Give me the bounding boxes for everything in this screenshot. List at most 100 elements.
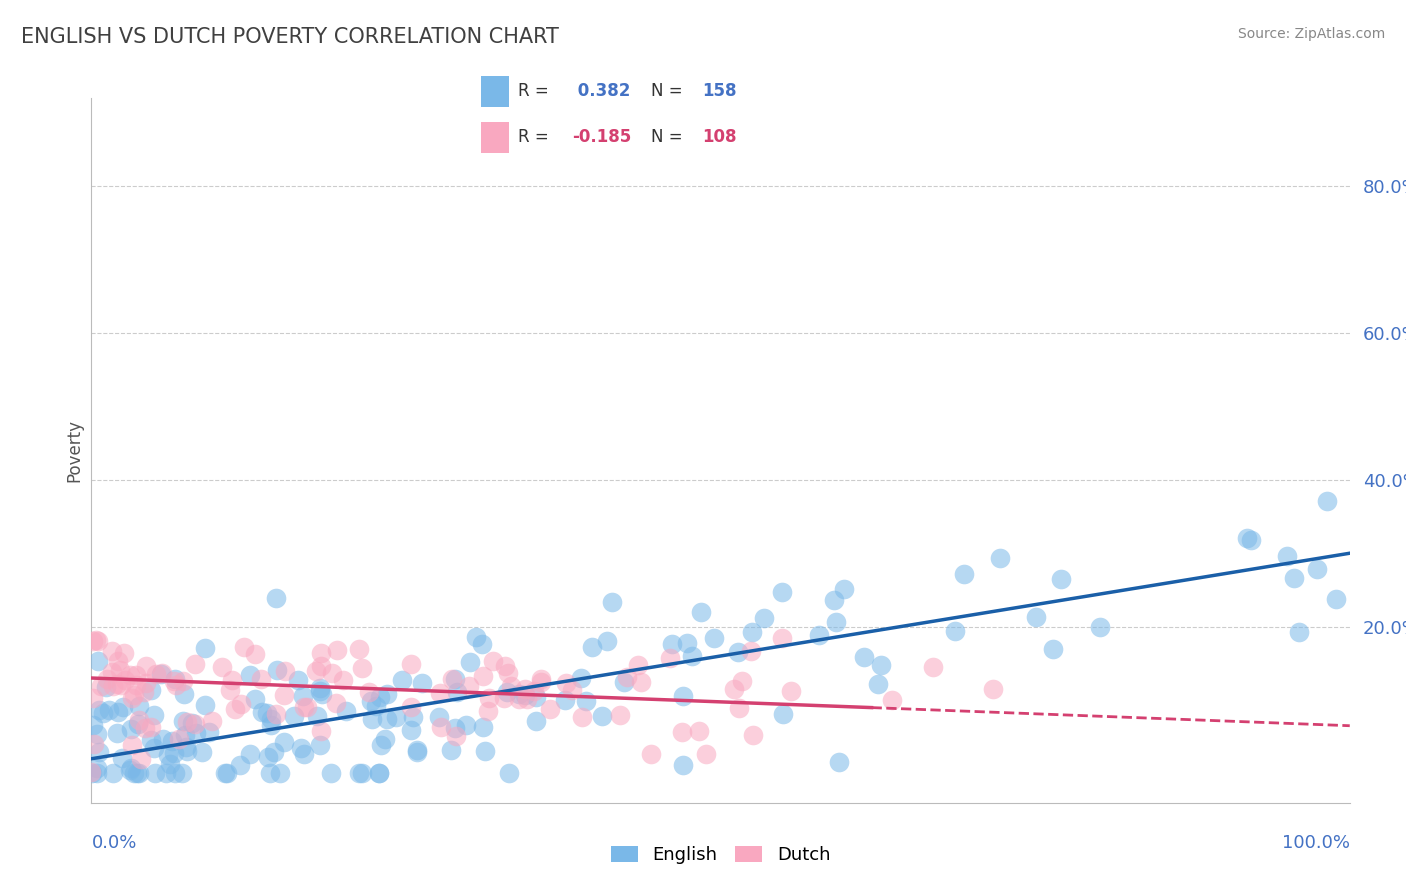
Point [112, 646, 135, 660]
Point [311, 687, 333, 701]
Point [731, 673, 754, 688]
Point [561, 683, 583, 698]
Point [128, 713, 150, 727]
Point [134, 722, 156, 736]
Point [1284, 571, 1306, 585]
Point [499, 679, 522, 693]
Point [83, 737, 105, 751]
Text: N =: N = [651, 82, 688, 100]
Point [80, 765, 103, 780]
Point [82, 718, 104, 732]
Point [155, 766, 177, 780]
Point [132, 685, 155, 699]
Point [105, 676, 128, 690]
Point [233, 640, 256, 654]
Point [142, 740, 165, 755]
Point [292, 747, 315, 761]
Point [825, 615, 848, 629]
Point [86, 727, 108, 741]
Point [118, 763, 141, 777]
Point [325, 643, 347, 657]
Point [96, 672, 118, 686]
Point [245, 647, 267, 661]
Text: R =: R = [519, 82, 554, 100]
Point [264, 706, 287, 721]
Point [263, 745, 285, 759]
Point [524, 690, 547, 705]
Point [124, 689, 146, 703]
Point [359, 685, 381, 699]
Point [600, 595, 623, 609]
Point [695, 747, 717, 762]
Point [613, 675, 636, 690]
Point [211, 659, 233, 673]
Point [194, 641, 217, 656]
Point [291, 689, 314, 703]
Point [1088, 620, 1111, 634]
Point [401, 700, 423, 714]
Point [135, 676, 157, 690]
Point [87, 633, 110, 648]
Text: Source: ZipAtlas.com: Source: ZipAtlas.com [1237, 27, 1385, 41]
Point [370, 739, 392, 753]
Point [477, 704, 499, 718]
Point [308, 684, 330, 698]
Point [273, 688, 295, 702]
Point [214, 766, 236, 780]
Point [1316, 494, 1339, 508]
Point [596, 633, 619, 648]
Point [295, 700, 318, 714]
Point [471, 637, 494, 651]
Point [496, 665, 519, 680]
Point [703, 631, 725, 645]
Point [443, 672, 465, 686]
Point [120, 668, 142, 682]
Point [176, 715, 198, 730]
Point [165, 672, 187, 686]
Point [141, 683, 163, 698]
Point [640, 747, 662, 761]
Point [101, 679, 124, 693]
Point [183, 717, 205, 731]
Point [515, 682, 537, 697]
Point [256, 750, 278, 764]
Point [1324, 592, 1347, 607]
Text: 0.382: 0.382 [572, 82, 631, 100]
Point [770, 584, 793, 599]
Text: R =: R = [519, 128, 554, 145]
Point [474, 744, 496, 758]
Point [523, 683, 546, 698]
Point [530, 673, 553, 687]
Point [89, 745, 111, 759]
Point [266, 663, 288, 677]
Point [581, 640, 603, 654]
Point [201, 714, 224, 729]
Point [727, 645, 749, 659]
Point [508, 688, 530, 702]
Point [183, 657, 205, 671]
Point [538, 702, 561, 716]
Point [143, 707, 166, 722]
Point [367, 766, 389, 780]
Point [309, 659, 332, 673]
Point [853, 650, 876, 665]
Point [259, 766, 281, 780]
Point [149, 667, 172, 681]
Point [391, 673, 413, 687]
Point [458, 679, 481, 693]
Legend: English, Dutch: English, Dutch [603, 838, 838, 871]
Point [101, 644, 124, 658]
Point [350, 766, 373, 780]
Point [218, 682, 240, 697]
Point [827, 755, 849, 769]
Point [256, 706, 278, 721]
Point [86, 761, 108, 775]
Point [120, 761, 142, 775]
Point [321, 666, 343, 681]
Point [952, 566, 974, 581]
Point [472, 669, 495, 683]
Point [245, 692, 267, 706]
Point [229, 697, 252, 711]
Y-axis label: Poverty: Poverty [65, 419, 83, 482]
Point [569, 671, 592, 685]
